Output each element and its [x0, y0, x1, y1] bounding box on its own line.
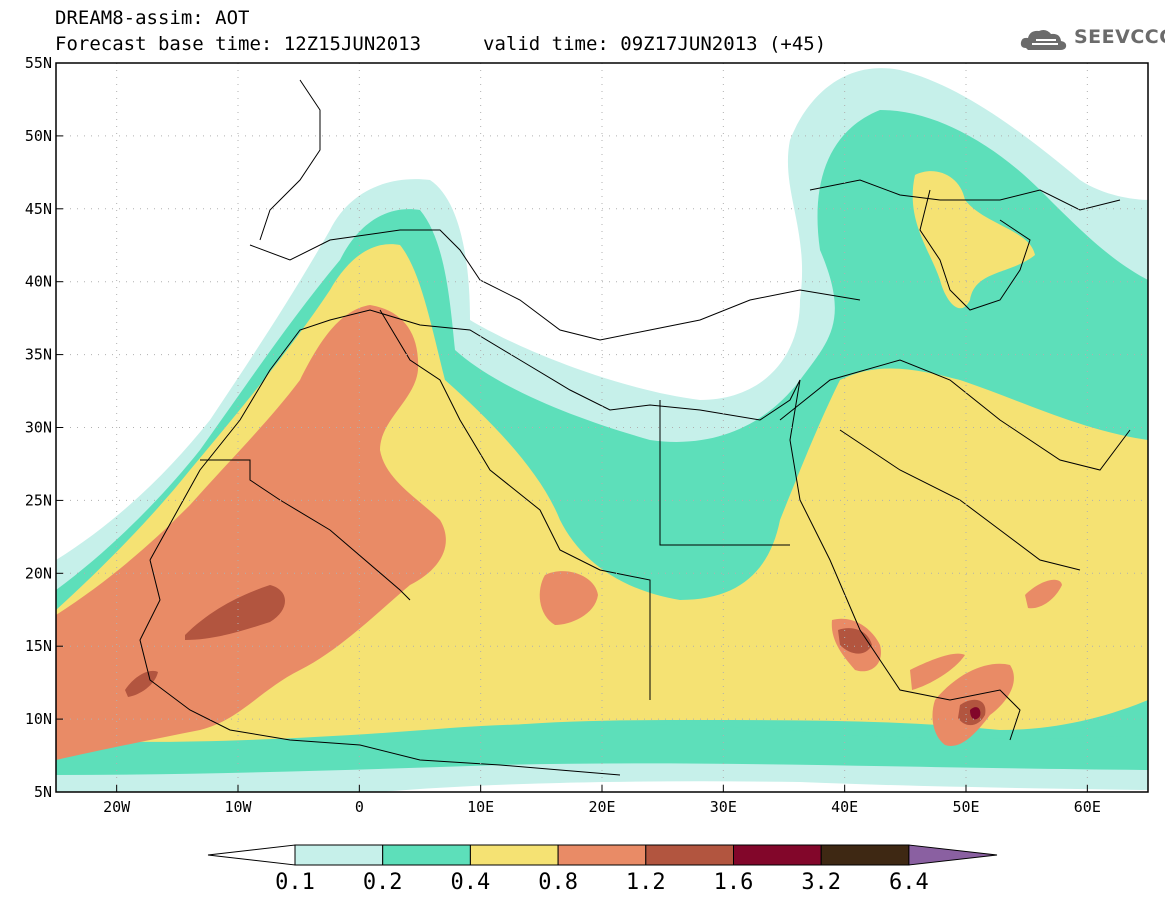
colorbar-swatch — [733, 844, 822, 866]
lon-axis: 20W 10W 0 10E 20E 30E 40E 50E 60E — [103, 798, 1101, 816]
lat-tick-label: 5N — [34, 783, 52, 801]
lat-tick-label: 30N — [25, 419, 52, 437]
lon-tick-label: 20W — [103, 798, 131, 816]
seevccc-logo: SEEVCCC — [1074, 26, 1165, 48]
lat-tick-label: 40N — [25, 273, 52, 291]
lon-tick-label: 0 — [355, 798, 364, 816]
colorbar-lower-extend — [207, 844, 296, 866]
colorbar-tick-label: 0.4 — [450, 870, 491, 895]
lat-tick-label: 20N — [25, 564, 52, 582]
lat-tick-label: 50N — [25, 127, 52, 145]
lon-tick-label: 40E — [831, 798, 858, 816]
aot-0-8-chad — [539, 571, 598, 625]
lat-tick-label: 25N — [25, 491, 52, 509]
lon-tick-label: 20E — [588, 798, 615, 816]
colorbar-swatch — [294, 844, 384, 866]
colorbar-swatch — [469, 844, 559, 866]
lat-tick-label: 55N — [25, 54, 52, 72]
lon-tick-label: 30E — [710, 798, 737, 816]
colorbar-tick-label: 1.6 — [713, 870, 754, 895]
aot-1-2-region — [185, 585, 285, 640]
lat-tick-label: 45N — [25, 200, 52, 218]
lat-tick-label: 15N — [25, 637, 52, 655]
lon-tick-label: 50E — [952, 798, 979, 816]
map-title: DREAM8-assim: AOT — [55, 7, 250, 29]
lat-tick-label: 35N — [25, 346, 52, 364]
axis-ticks — [56, 62, 1088, 793]
lat-axis: 55N 50N 45N 40N 35N 30N 25N 20N 15N 10N 5N — [25, 54, 52, 801]
colorbar-swatch — [382, 844, 471, 866]
forecast-base-time: Forecast base time: 12Z15JUN2013 — [55, 33, 422, 55]
colorbar-tick-label: 1.2 — [625, 870, 666, 895]
colorbar-swatch — [820, 844, 910, 866]
coastlines — [139, 79, 1131, 776]
clear-south — [380, 781, 1148, 792]
colorbar-tick-label: 0.1 — [275, 870, 315, 895]
lon-tick-label: 60E — [1074, 798, 1101, 816]
lat-tick-label: 10N — [25, 710, 52, 728]
aot-0-8-yemen — [910, 653, 965, 690]
aot-0-8-region — [56, 305, 446, 760]
colorbar-tick-label: 0.2 — [362, 870, 403, 895]
lon-tick-label: 10E — [467, 798, 494, 816]
aot-1-6-region — [970, 707, 981, 720]
valid-time: valid time: 09Z17JUN2013 (+45) — [483, 33, 827, 55]
lon-tick-label: 10W — [224, 798, 252, 816]
colorbar — [207, 844, 998, 866]
cloud-icon — [1020, 30, 1067, 50]
aot-0-8-oman — [1025, 579, 1062, 609]
colorbar-tick-label: 0.8 — [538, 870, 578, 895]
colorbar-upper-extend — [908, 844, 998, 866]
aot-0-4-caspian — [912, 171, 1035, 309]
colorbar-swatch — [557, 844, 647, 866]
colorbar-tick-label: 6.4 — [889, 870, 929, 895]
colorbar-tick-label: 3.2 — [801, 870, 842, 895]
colorbar-swatch — [645, 844, 734, 866]
graticule — [56, 63, 1148, 792]
